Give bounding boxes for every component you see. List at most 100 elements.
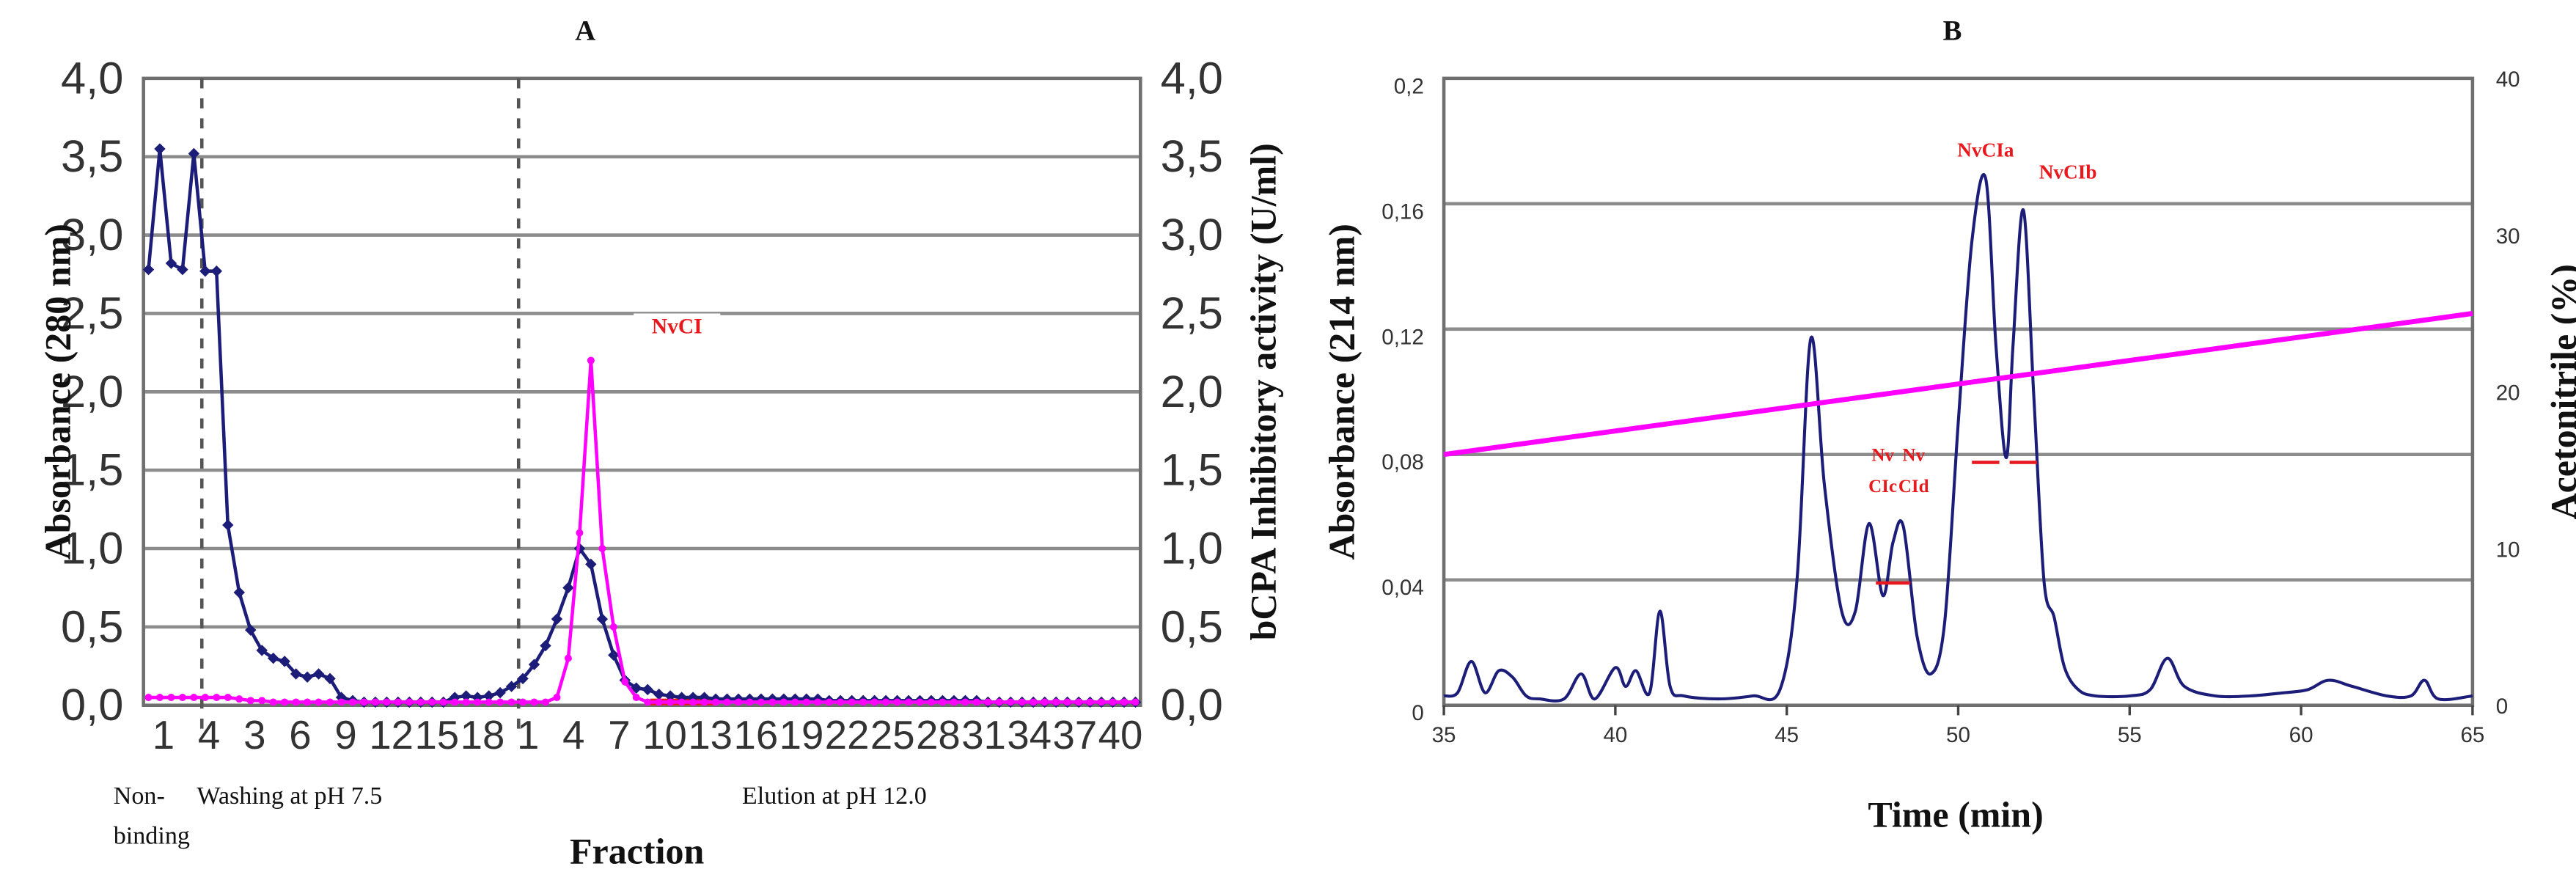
panel-a-x-tick-label: 25 (870, 713, 915, 758)
peak-label-nvcia: NvCIa (1957, 139, 2014, 161)
panel-b-left-tick-label: 0,08 (1381, 450, 1424, 474)
panel-a-right-tick-label: 3,5 (1161, 131, 1223, 182)
inhibitory-activity-line (148, 360, 1136, 704)
panel-b-gridlines (1444, 202, 2473, 582)
inhibitory-activity-point (939, 698, 947, 706)
panel-a-x-tick-label: 1 (517, 713, 539, 758)
inhibitory-activity-point (315, 698, 323, 706)
inhibitory-activity-point (1030, 698, 1038, 706)
panel-b-right-tick-label: 20 (2496, 381, 2520, 406)
panel-b: B 0 0,04 0,08 0,12 0,16 0,2 0 10 20 30 40 35 40 45 5… (1321, 16, 2576, 835)
inhibitory-activity-point (530, 698, 538, 706)
panel-b-right-tick-label: 30 (2496, 224, 2520, 249)
inhibitory-activity-point (655, 698, 663, 706)
panel-b-left-tick-label: 0,04 (1381, 576, 1424, 600)
region-nonbinding-label-2: binding (114, 822, 190, 849)
absorbance-280-point (210, 265, 223, 277)
inhibitory-activity-point (961, 698, 969, 706)
panel-a-left-tick-label: 0,5 (61, 601, 123, 652)
panel-a-x-tick-label: 28 (916, 713, 961, 758)
absorbance-280-point (482, 690, 495, 702)
inhibitory-activity-point (995, 698, 1003, 706)
inhibitory-activity-point (1052, 698, 1060, 706)
panel-a-x-tick-label: 22 (825, 713, 870, 758)
inhibitory-activity-point (246, 697, 254, 705)
inhibitory-activity-point (734, 698, 742, 706)
inhibitory-activity-point (621, 678, 629, 686)
panel-a-x-tick-label: 18 (460, 713, 505, 758)
panel-b-plot-frame (1442, 76, 2475, 708)
peak-label-nvcid-line2: CId (1898, 477, 1929, 496)
inhibitory-activity-point (281, 698, 289, 706)
panel-a-x-tick-label: 37 (1053, 713, 1098, 758)
acetonitrile-gradient-line (1443, 311, 2473, 458)
inhibitory-activity-point (417, 698, 425, 706)
inhibitory-activity-point (485, 698, 493, 706)
panel-b-title: B (1943, 16, 1962, 47)
panel-b-left-tick-label: 0 (1412, 701, 1423, 725)
inhibitory-activity-point (1131, 698, 1140, 706)
absorbance-280-point (585, 558, 597, 571)
inhibitory-activity-point (768, 698, 777, 706)
inhibitory-activity-point (507, 698, 515, 706)
inhibitory-activity-point (213, 694, 221, 702)
panel-a-left-tick-label: 2,5 (61, 288, 123, 339)
inhibitory-activity-point (451, 698, 459, 706)
absorbance-280-point (154, 143, 166, 155)
region-nonbinding-label: Non- (114, 782, 165, 810)
inhibitory-activity-point (779, 698, 788, 706)
inhibitory-activity-point (1018, 698, 1026, 706)
inhibitory-activity-point (859, 698, 867, 706)
absorbance-280-point (312, 668, 325, 680)
panel-b-x-tick-label: 40 (1603, 723, 1627, 747)
inhibitory-activity-point (1063, 698, 1071, 706)
inhibitory-activity-point (1086, 698, 1094, 706)
panel-a-x-tick-label: 31 (961, 713, 1006, 758)
peak-label-nvcid-line1: Nv (1902, 445, 1925, 465)
panel-a-left-tick-label: 0,0 (61, 680, 123, 730)
inhibitory-activity-point (462, 698, 470, 706)
panel-b-series (1443, 172, 2473, 703)
panel-a-x-tick-label: 3 (243, 713, 265, 758)
panel-a-x-tick-label: 15 (414, 713, 459, 758)
inhibitory-activity-point (814, 698, 822, 706)
panel-b-left-tick-label: 0,16 (1381, 199, 1424, 224)
absorbance-280-point (233, 587, 245, 598)
absorbance-280-point (222, 519, 234, 531)
panel-a-x-tick-label: 13 (688, 713, 733, 758)
panel-a-right-tick-label: 3,0 (1161, 210, 1223, 260)
panel-a-x-tick-label: 6 (289, 713, 311, 758)
absorbance-280-point (142, 263, 155, 276)
panel-a-left-tick-label: 1,0 (61, 523, 123, 573)
inhibitory-activity-point (1098, 698, 1106, 706)
absorbance-280-point (642, 683, 653, 696)
panel-a-right-tick-label: 0,0 (1161, 680, 1223, 730)
absorbance-280-point (528, 659, 540, 670)
panel-b-x-axis-title: Time (min) (1868, 794, 2043, 835)
inhibitory-activity-point (746, 698, 754, 706)
panel-a-left-axis-ticks: 0,0 0,5 1,0 1,5 2,0 2,5 3,0 3,5 4,0 (61, 53, 123, 730)
inhibitory-activity-point (984, 698, 992, 706)
panel-a-right-tick-label: 1,5 (1161, 445, 1223, 496)
panel-a-x-tick-label: 7 (608, 713, 630, 758)
inhibitory-activity-point (394, 698, 402, 706)
absorbance-280-point (596, 613, 609, 625)
inhibitory-activity-point (553, 694, 561, 702)
absorbance-280-point (460, 690, 472, 702)
absorbance-280-point (177, 263, 188, 276)
inhibitory-activity-point (870, 698, 878, 706)
panel-b-x-tick-label: 60 (2289, 723, 2313, 747)
panel-a-x-tick-label: 12 (369, 713, 414, 758)
panel-b-x-tick-label: 45 (1775, 723, 1799, 747)
panel-a-right-tick-label: 2,5 (1161, 288, 1223, 339)
panel-b-right-axis-title: Acetonitrile (%) (2543, 264, 2576, 519)
absorbance-280-point (188, 147, 200, 160)
absorbance-280-point (199, 265, 211, 277)
inhibitory-activity-point (802, 698, 810, 706)
inhibitory-activity-point (700, 698, 708, 706)
inhibitory-activity-point (882, 698, 890, 706)
panel-b-right-tick-label: 10 (2496, 538, 2520, 562)
panel-a-right-tick-label: 0,5 (1161, 601, 1223, 652)
absorbance-280-point (562, 582, 574, 594)
